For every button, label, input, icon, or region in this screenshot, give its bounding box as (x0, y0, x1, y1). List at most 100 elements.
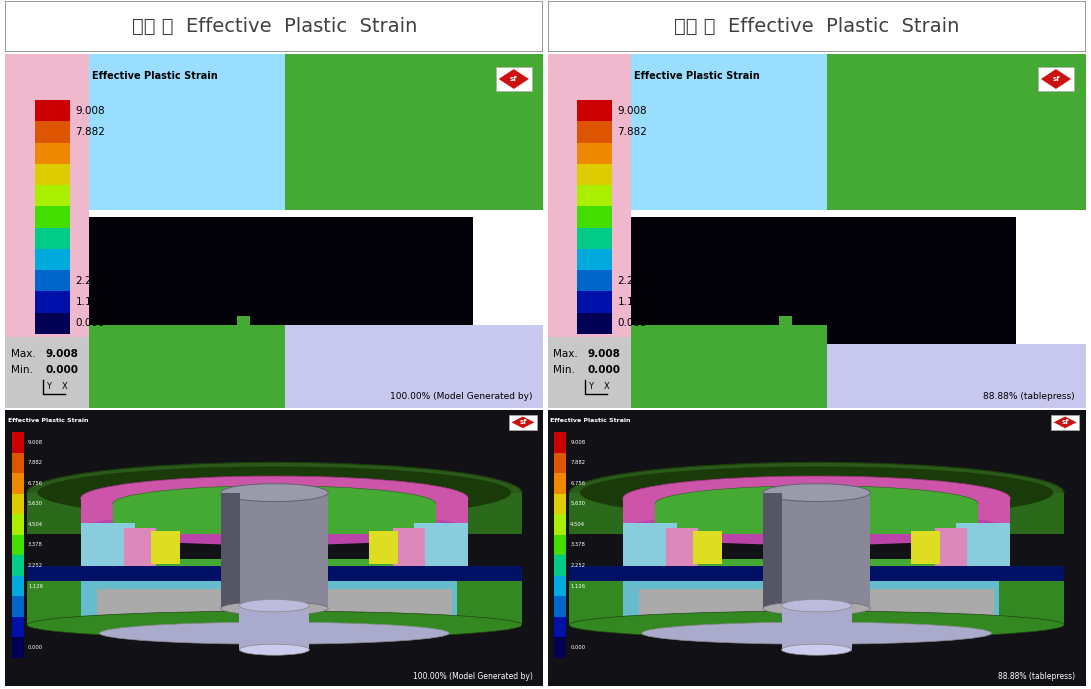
Bar (473, 217, 543, 325)
Text: 1.126: 1.126 (28, 584, 44, 588)
Bar (577, 291, 612, 313)
Ellipse shape (570, 462, 1064, 523)
Ellipse shape (580, 466, 1053, 519)
Bar (97, 589, 452, 625)
Bar (35, 313, 70, 333)
Bar (415, 523, 468, 570)
Ellipse shape (220, 484, 328, 502)
Bar (577, 249, 612, 270)
Text: X: X (62, 382, 68, 391)
Text: 성형 전  Effective  Plastic  Strain: 성형 전 Effective Plastic Strain (132, 17, 417, 37)
Ellipse shape (763, 484, 871, 502)
Bar (781, 606, 852, 650)
Bar (554, 432, 566, 453)
Bar (554, 637, 566, 658)
Ellipse shape (239, 644, 310, 655)
Bar (554, 514, 566, 535)
Bar (12, 597, 24, 617)
Ellipse shape (27, 611, 521, 639)
Ellipse shape (81, 476, 468, 520)
Bar (577, 143, 612, 164)
Text: 100.00% (Model Generated by): 100.00% (Model Generated by) (412, 672, 532, 681)
Text: 7.882: 7.882 (75, 127, 105, 137)
Bar (88, 325, 285, 408)
Bar (123, 528, 156, 567)
Bar (577, 207, 612, 227)
Ellipse shape (656, 486, 978, 522)
Bar (693, 531, 722, 564)
Text: 88.88% (tablepress): 88.88% (tablepress) (997, 672, 1075, 681)
Bar (12, 535, 24, 555)
Bar (935, 528, 968, 567)
Text: 0.000: 0.000 (28, 645, 44, 650)
Bar (779, 316, 792, 325)
Text: 0.000: 0.000 (618, 318, 647, 328)
Bar (237, 316, 250, 325)
Bar (27, 493, 521, 534)
Bar (369, 531, 398, 564)
Ellipse shape (623, 476, 1010, 520)
Text: Max.: Max. (553, 349, 578, 359)
Text: 2.252: 2.252 (28, 563, 44, 568)
Bar (35, 143, 70, 164)
Bar (35, 291, 70, 313)
Bar (35, 207, 70, 227)
Ellipse shape (781, 599, 852, 612)
Bar (81, 581, 457, 625)
Text: 3.378: 3.378 (571, 542, 585, 548)
Bar (220, 493, 328, 608)
Bar (12, 453, 24, 473)
Bar (27, 575, 521, 625)
Polygon shape (1040, 69, 1071, 90)
Text: 1.126: 1.126 (618, 297, 647, 307)
Ellipse shape (763, 601, 871, 615)
Bar (554, 453, 566, 473)
Text: 9.008: 9.008 (618, 106, 647, 116)
Bar (577, 100, 612, 121)
Bar (623, 581, 999, 625)
Text: Effective Plastic Strain: Effective Plastic Strain (8, 418, 88, 423)
Bar (656, 504, 978, 534)
Bar (35, 121, 70, 143)
Bar (239, 606, 310, 650)
Bar (577, 270, 612, 291)
Ellipse shape (27, 462, 521, 523)
Text: Max.: Max. (11, 349, 36, 359)
Bar (393, 528, 425, 567)
Bar (577, 313, 612, 333)
Bar (35, 249, 70, 270)
Bar (548, 54, 631, 408)
Bar (12, 514, 24, 535)
Text: sf: sf (1053, 76, 1059, 82)
Text: 성형 후  Effective  Plastic  Strain: 성형 후 Effective Plastic Strain (674, 17, 959, 37)
Bar (957, 523, 1010, 570)
Bar (827, 54, 1086, 210)
Text: 3.378: 3.378 (28, 542, 43, 548)
Bar (285, 54, 543, 210)
Text: 7.882: 7.882 (618, 127, 647, 137)
Bar (81, 498, 468, 528)
Bar (577, 185, 612, 207)
Bar (623, 559, 999, 570)
Ellipse shape (781, 644, 852, 655)
Bar (911, 531, 940, 564)
Bar (570, 575, 1064, 625)
Text: 88.88% (tablepress): 88.88% (tablepress) (983, 392, 1075, 401)
Ellipse shape (99, 622, 449, 644)
Bar (35, 164, 70, 185)
Polygon shape (497, 69, 529, 90)
Bar (1016, 217, 1086, 325)
Bar (570, 493, 1064, 534)
Bar (554, 493, 566, 514)
Bar (27, 566, 521, 581)
Polygon shape (1053, 416, 1077, 429)
Bar (631, 54, 827, 210)
Bar (554, 617, 566, 637)
Bar (12, 432, 24, 453)
Text: 0.000: 0.000 (75, 318, 105, 328)
Text: 0.000: 0.000 (571, 645, 586, 650)
Bar (151, 531, 180, 564)
Text: X: X (604, 382, 610, 391)
Bar (554, 535, 566, 555)
Bar (763, 493, 782, 608)
